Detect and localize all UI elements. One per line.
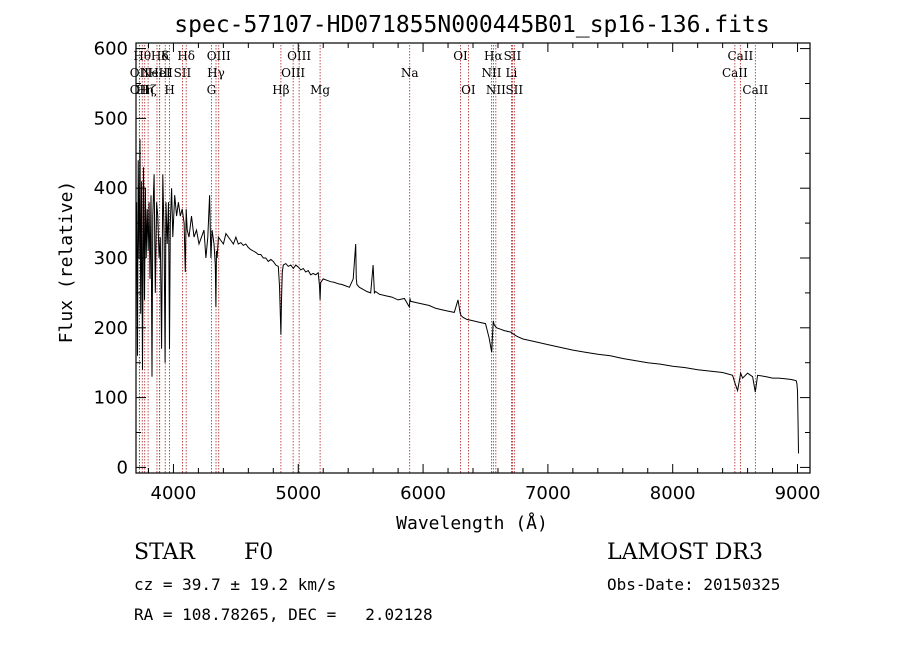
x-tick-label: 8000 [650,483,696,504]
y-axis-ticks: 0 100 200 300 400 500 600 [94,39,810,478]
spectral-line-label: SII [505,83,523,97]
spectral-line-label: OII [130,66,150,80]
spectral-line-label: Hδ [177,49,195,63]
y-tick-label: 100 [94,388,128,409]
spectral-line-label: Hβ [272,83,289,97]
spectral-line-label: Hθ [133,49,151,63]
chart-title: spec-57107-HD071855N000445B01_sp16-136.f… [174,12,769,38]
plot-frame [135,42,811,474]
x-tick-label: 6000 [400,483,446,504]
x-axis-ticks: 4000 5000 6000 7000 8000 9000 [147,43,821,504]
spectral-line-label: OII [130,83,150,97]
survey-name: LAMOST DR3 [607,540,763,565]
x-tick-label: 7000 [525,483,571,504]
spectral-line-markers [138,45,756,473]
observation-date: Obs-Date: 20150325 [607,575,781,594]
spectral-line-label: Na [401,66,419,80]
spectral-line-label: Li [506,66,518,80]
spectral-line-label: CaII [742,83,768,97]
spectral-line-labels: OIIOIIHθHηHζNeIIIHeIHδKHSIIHδGHγOIIIHβOI… [130,49,769,97]
spectral-line-label: OIII [207,49,231,63]
spectral-line-label: H [164,83,174,97]
spectral-line-label: Mg [310,83,330,97]
y-tick-label: 600 [94,39,128,60]
spectral-line-label: Hα [484,49,503,63]
y-tick-label: 300 [94,248,128,269]
spectral-line-label: NII [481,66,501,80]
spectral-line-label: K [161,49,171,63]
x-tick-label: 4000 [151,483,197,504]
y-tick-label: 500 [94,108,128,129]
coordinates: RA = 108.78265, DEC = 2.02128 [134,605,433,624]
spectral-line-label: OIII [287,49,311,63]
x-axis-label: Wavelength (Å) [396,512,548,534]
spectral-line-label: SII [504,49,522,63]
y-axis-label: Flux (relative) [56,181,77,344]
x-tick-label: 9000 [775,483,821,504]
spectral-line-label: OI [461,83,476,97]
spectral-line-label: Hγ [207,66,225,80]
spectral-line-label: Hζ [140,83,157,97]
redshift-velocity: cz = 39.7 ± 19.2 km/s [134,575,337,594]
y-tick-label: 400 [94,178,128,199]
object-type: STAR [134,540,195,565]
y-tick-label: 0 [117,457,128,478]
spectral-line-label: SII [174,66,192,80]
spectral-line-label: G [207,83,217,97]
spectral-line-label: CaII [722,66,748,80]
x-tick-label: 5000 [275,483,321,504]
spectral-line-label: CaII [727,49,753,63]
spectral-line-label: NII [486,83,506,97]
spectral-line-label: OIII [281,66,305,80]
spectral-line-label: OI [453,49,468,63]
spectral-line-label: HeI [148,66,171,80]
spectral-subclass: F0 [244,540,274,565]
spectral-line-label: NeIII [141,66,173,80]
spectrum-series-line [135,139,799,454]
spectral-line-label: Hδ [151,49,169,63]
y-tick-label: 200 [94,318,128,339]
spectral-line-label: Hη [136,83,154,97]
